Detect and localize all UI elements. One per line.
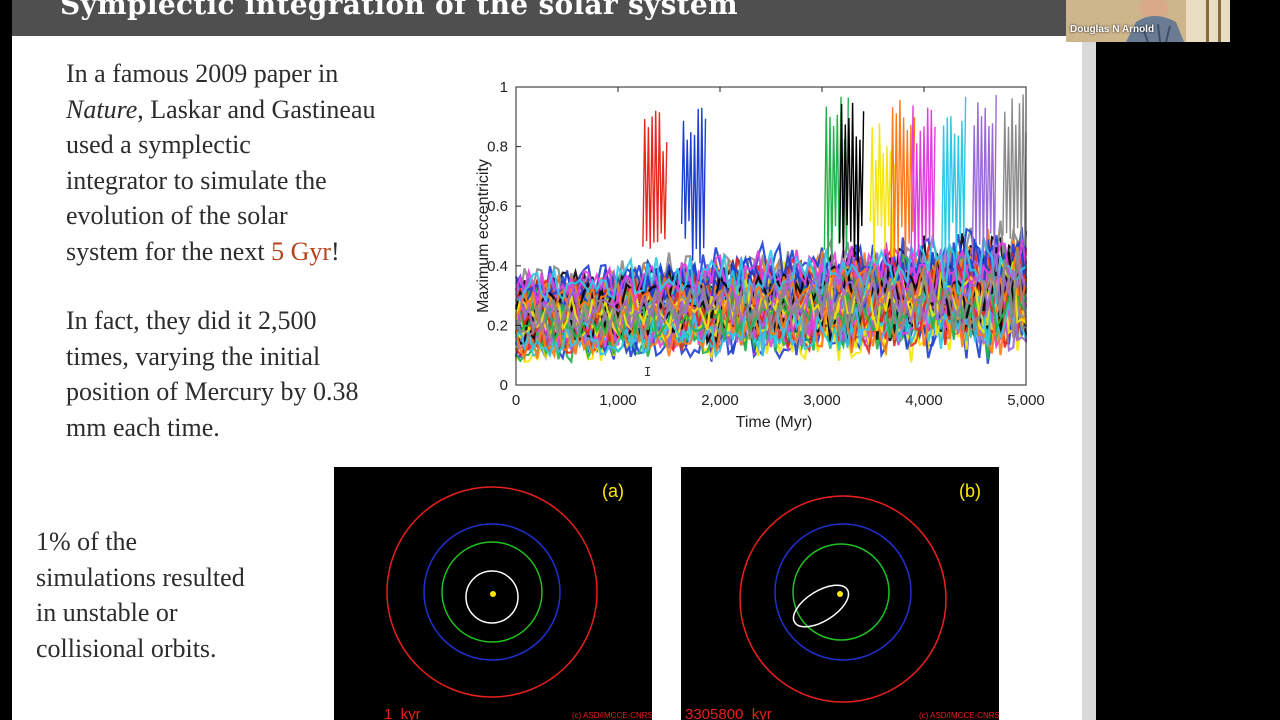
orbit-diagram-b: (b) 3305800 kyr (c) ASD/IMCCE-CNRS (685, 481, 999, 720)
eccentricity-trace (515, 246, 1028, 322)
orbit-panel-b: (b) 3305800 kyr (c) ASD/IMCCE-CNRS (681, 467, 999, 720)
participant-name: Douglas N Arnold (1070, 24, 1155, 35)
result-line-2: simulations resulted (36, 562, 245, 592)
repetition-line-3: position of Mercury by 0.38 (66, 377, 359, 406)
y-tick-label: 0.2 (487, 317, 508, 334)
venus-orbit (423, 523, 561, 661)
journal-name: Nature (66, 94, 138, 124)
plot-frame (515, 86, 1027, 386)
mercury-reference-orbit (792, 543, 890, 641)
intro-line-6: system for the next 5 Gyr! (66, 234, 466, 270)
y-tick-label: 0 (500, 377, 508, 394)
repetition-line-2: times, varying the initial (66, 341, 321, 371)
repetition-line-4: mm each time. (66, 412, 220, 442)
y-tick-label: 1 (500, 79, 508, 96)
result-line-3: in unstable or (36, 598, 178, 627)
mercury-orbit (792, 584, 850, 628)
y-tick-label: 0.6 (487, 198, 508, 215)
intro-line-1: In a famous 2009 paper in (66, 59, 339, 88)
y-axis-ticks: 0 0.2 0.4 0.6 0.8 1 (487, 79, 521, 394)
eccentricity-spike (869, 123, 895, 261)
x-tick-label: 2,000 (701, 392, 739, 409)
eccentricity-trace (515, 253, 1028, 332)
mercury-orbit (465, 570, 519, 624)
eccentricity-spike (642, 110, 668, 249)
y-tick-label: 0.4 (487, 258, 508, 275)
y-tick-label: 0.8 (487, 139, 508, 156)
result-line-4: collisional orbits. (36, 633, 217, 663)
credit-a: (c) ASD/IMCCE-CNRS (572, 711, 652, 720)
intro-line-4: integrator to simulate the (66, 165, 327, 195)
earth-orbit (739, 495, 947, 703)
sun (837, 591, 843, 597)
slide-title: Symplectic integration of the solar syst… (60, 0, 738, 21)
highlight-5-gyr: 5 Gyr (271, 236, 332, 266)
eccentricity-spike (971, 94, 997, 266)
sun (490, 591, 496, 597)
x-tick-label: 1,000 (599, 392, 637, 409)
webcam-person-avatar (1066, 0, 1230, 42)
repetition-paragraph: In fact, they did it 2,500 times, varyin… (66, 303, 466, 445)
eccentricity-trace (515, 235, 1027, 306)
x-tick-label: 4,000 (905, 392, 943, 409)
webcam-thumbnail[interactable]: Douglas N Arnold (1066, 0, 1230, 42)
time-readout-a: 1 kyr (384, 706, 421, 720)
repetition-line-1: In fact, they did it 2,500 (66, 306, 317, 335)
result-paragraph: 1% of the simulations resulted in unstab… (36, 524, 336, 666)
intro-line-2: Nature, Laskar and Gastineau (66, 92, 466, 128)
panel-label-a: (a) (602, 481, 624, 501)
text-cursor-icon: I (644, 365, 652, 379)
x-axis-label: Time (Myr) (736, 414, 813, 431)
eccentricity-chart: 0 0.2 0.4 0.6 0.8 1 0 1,000 2,000 3,000 4,000 5,00… (475, 79, 1045, 431)
eccentricity-spike (910, 105, 936, 261)
slide-title-bar: Symplectic integration of the solar syst… (12, 0, 1082, 36)
eccentricity-spike (890, 99, 916, 258)
x-tick-label: 5,000 (1007, 392, 1045, 409)
intro-line-3: used a symplectic (66, 130, 251, 159)
intro-line-2-rest: , Laskar and Gastineau (137, 94, 376, 124)
orbit-panel-a: (a) 1 kyr (c) ASD/IMCCE-CNRS (334, 467, 652, 720)
eccentricity-spike (941, 96, 967, 265)
eccentricity-spike (1002, 94, 1027, 248)
orbit-diagram-a: (a) 1 kyr (c) ASD/IMCCE-CNRS (384, 481, 652, 720)
slide-right-edge (1082, 0, 1096, 720)
credit-b: (c) ASD/IMCCE-CNRS (919, 711, 999, 720)
intro-line-6-post: ! (331, 236, 340, 266)
result-line-1: 1% of the (36, 527, 138, 556)
x-axis-ticks: 0 1,000 2,000 3,000 4,000 5,000 (512, 87, 1045, 409)
intro-paragraph: In a famous 2009 paper in Nature, Laskar… (66, 56, 466, 269)
panel-label-b: (b) (959, 481, 981, 501)
eccentricity-trace (515, 276, 1028, 345)
slide: Symplectic integration of the solar syst… (12, 0, 1082, 720)
mercury-reference-orbit (441, 541, 543, 643)
intro-line-5: evolution of the solar (66, 201, 288, 230)
chart-marks (514, 94, 1028, 365)
eccentricity-spike (839, 102, 865, 263)
x-tick-label: 0 (512, 392, 520, 409)
eccentricity-spike (680, 107, 707, 264)
time-readout-b: 3305800 kyr (685, 706, 772, 720)
x-tick-label: 3,000 (803, 392, 841, 409)
eccentricity-trace (514, 249, 1028, 339)
intro-line-6-pre: system for the next (66, 236, 272, 266)
venus-orbit (774, 523, 912, 661)
y-axis-label: Maximum eccentricity (475, 159, 492, 313)
earth-orbit (386, 486, 598, 698)
